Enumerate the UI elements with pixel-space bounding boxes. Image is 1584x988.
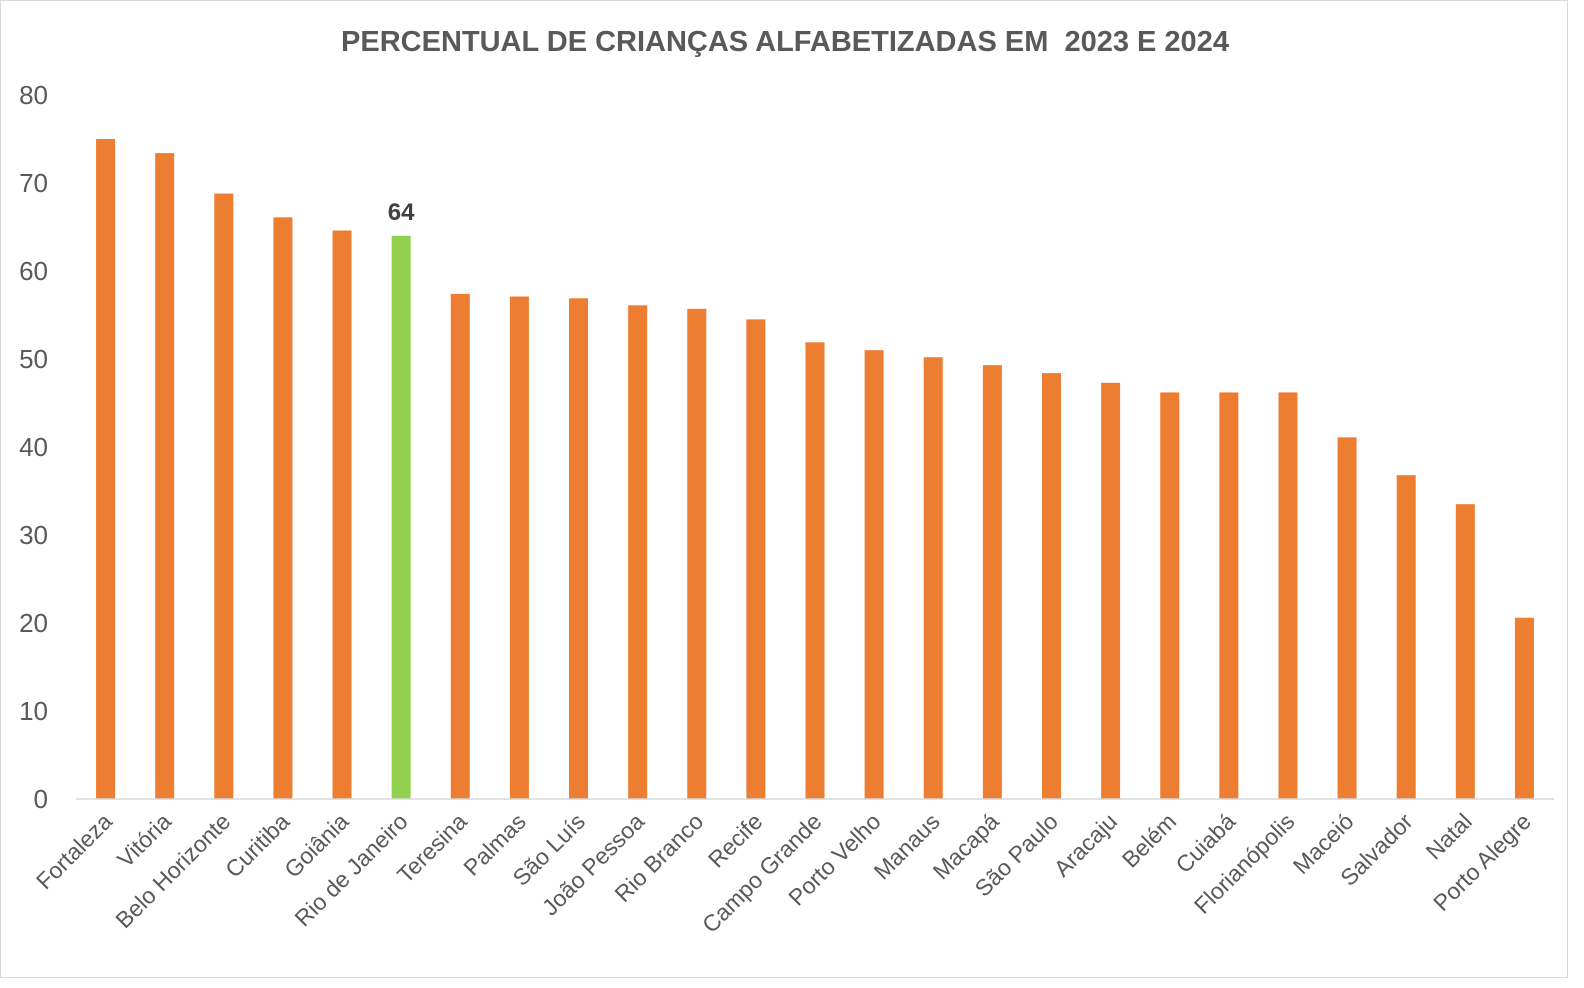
bar [96, 139, 116, 799]
y-tick-label: 80 [19, 80, 48, 110]
data-labels: 64 [388, 199, 415, 226]
bar [746, 319, 766, 799]
bar [1455, 504, 1475, 799]
y-tick-label: 30 [19, 520, 48, 550]
y-tick-label: 20 [19, 608, 48, 638]
bar [155, 153, 175, 799]
bar [628, 305, 648, 799]
bar [864, 350, 884, 799]
bar [214, 193, 234, 799]
x-tick-label: Fortaleza [31, 808, 117, 894]
y-tick-label: 60 [19, 256, 48, 286]
bar [1160, 392, 1180, 799]
y-tick-label: 40 [19, 432, 48, 462]
bar [273, 217, 293, 799]
bar [391, 235, 411, 800]
bar [332, 230, 352, 799]
bar [1101, 382, 1121, 799]
bar-chart: PERCENTUAL DE CRIANÇAS ALFABETIZADAS EM … [19, 26, 1554, 938]
x-tick-label: Aracaju [1049, 808, 1123, 882]
y-tick-label: 70 [19, 168, 48, 198]
bars-group [96, 139, 1534, 800]
bar [569, 298, 589, 799]
bar [1337, 437, 1357, 799]
bar [1396, 475, 1416, 799]
bar [1278, 392, 1298, 799]
y-tick-label: 50 [19, 344, 48, 374]
x-tick-label: Belém [1117, 808, 1181, 872]
y-axis: 0 10 20 30 40 50 60 70 80 [19, 80, 48, 814]
bar [982, 365, 1002, 799]
bar [923, 357, 943, 799]
chart-frame: PERCENTUAL DE CRIANÇAS ALFABETIZADAS EM … [0, 0, 1568, 978]
data-label: 64 [388, 199, 415, 226]
bar [805, 342, 825, 799]
bar [687, 308, 707, 799]
y-tick-label: 10 [19, 696, 48, 726]
bar [1514, 617, 1534, 799]
chart-title: PERCENTUAL DE CRIANÇAS ALFABETIZADAS EM … [341, 26, 1229, 58]
bar [1219, 392, 1239, 799]
bar [450, 293, 470, 799]
x-tick-label: Curitiba [220, 808, 295, 883]
bar [1041, 373, 1061, 799]
bar [509, 296, 529, 799]
y-tick-label: 0 [34, 784, 48, 814]
